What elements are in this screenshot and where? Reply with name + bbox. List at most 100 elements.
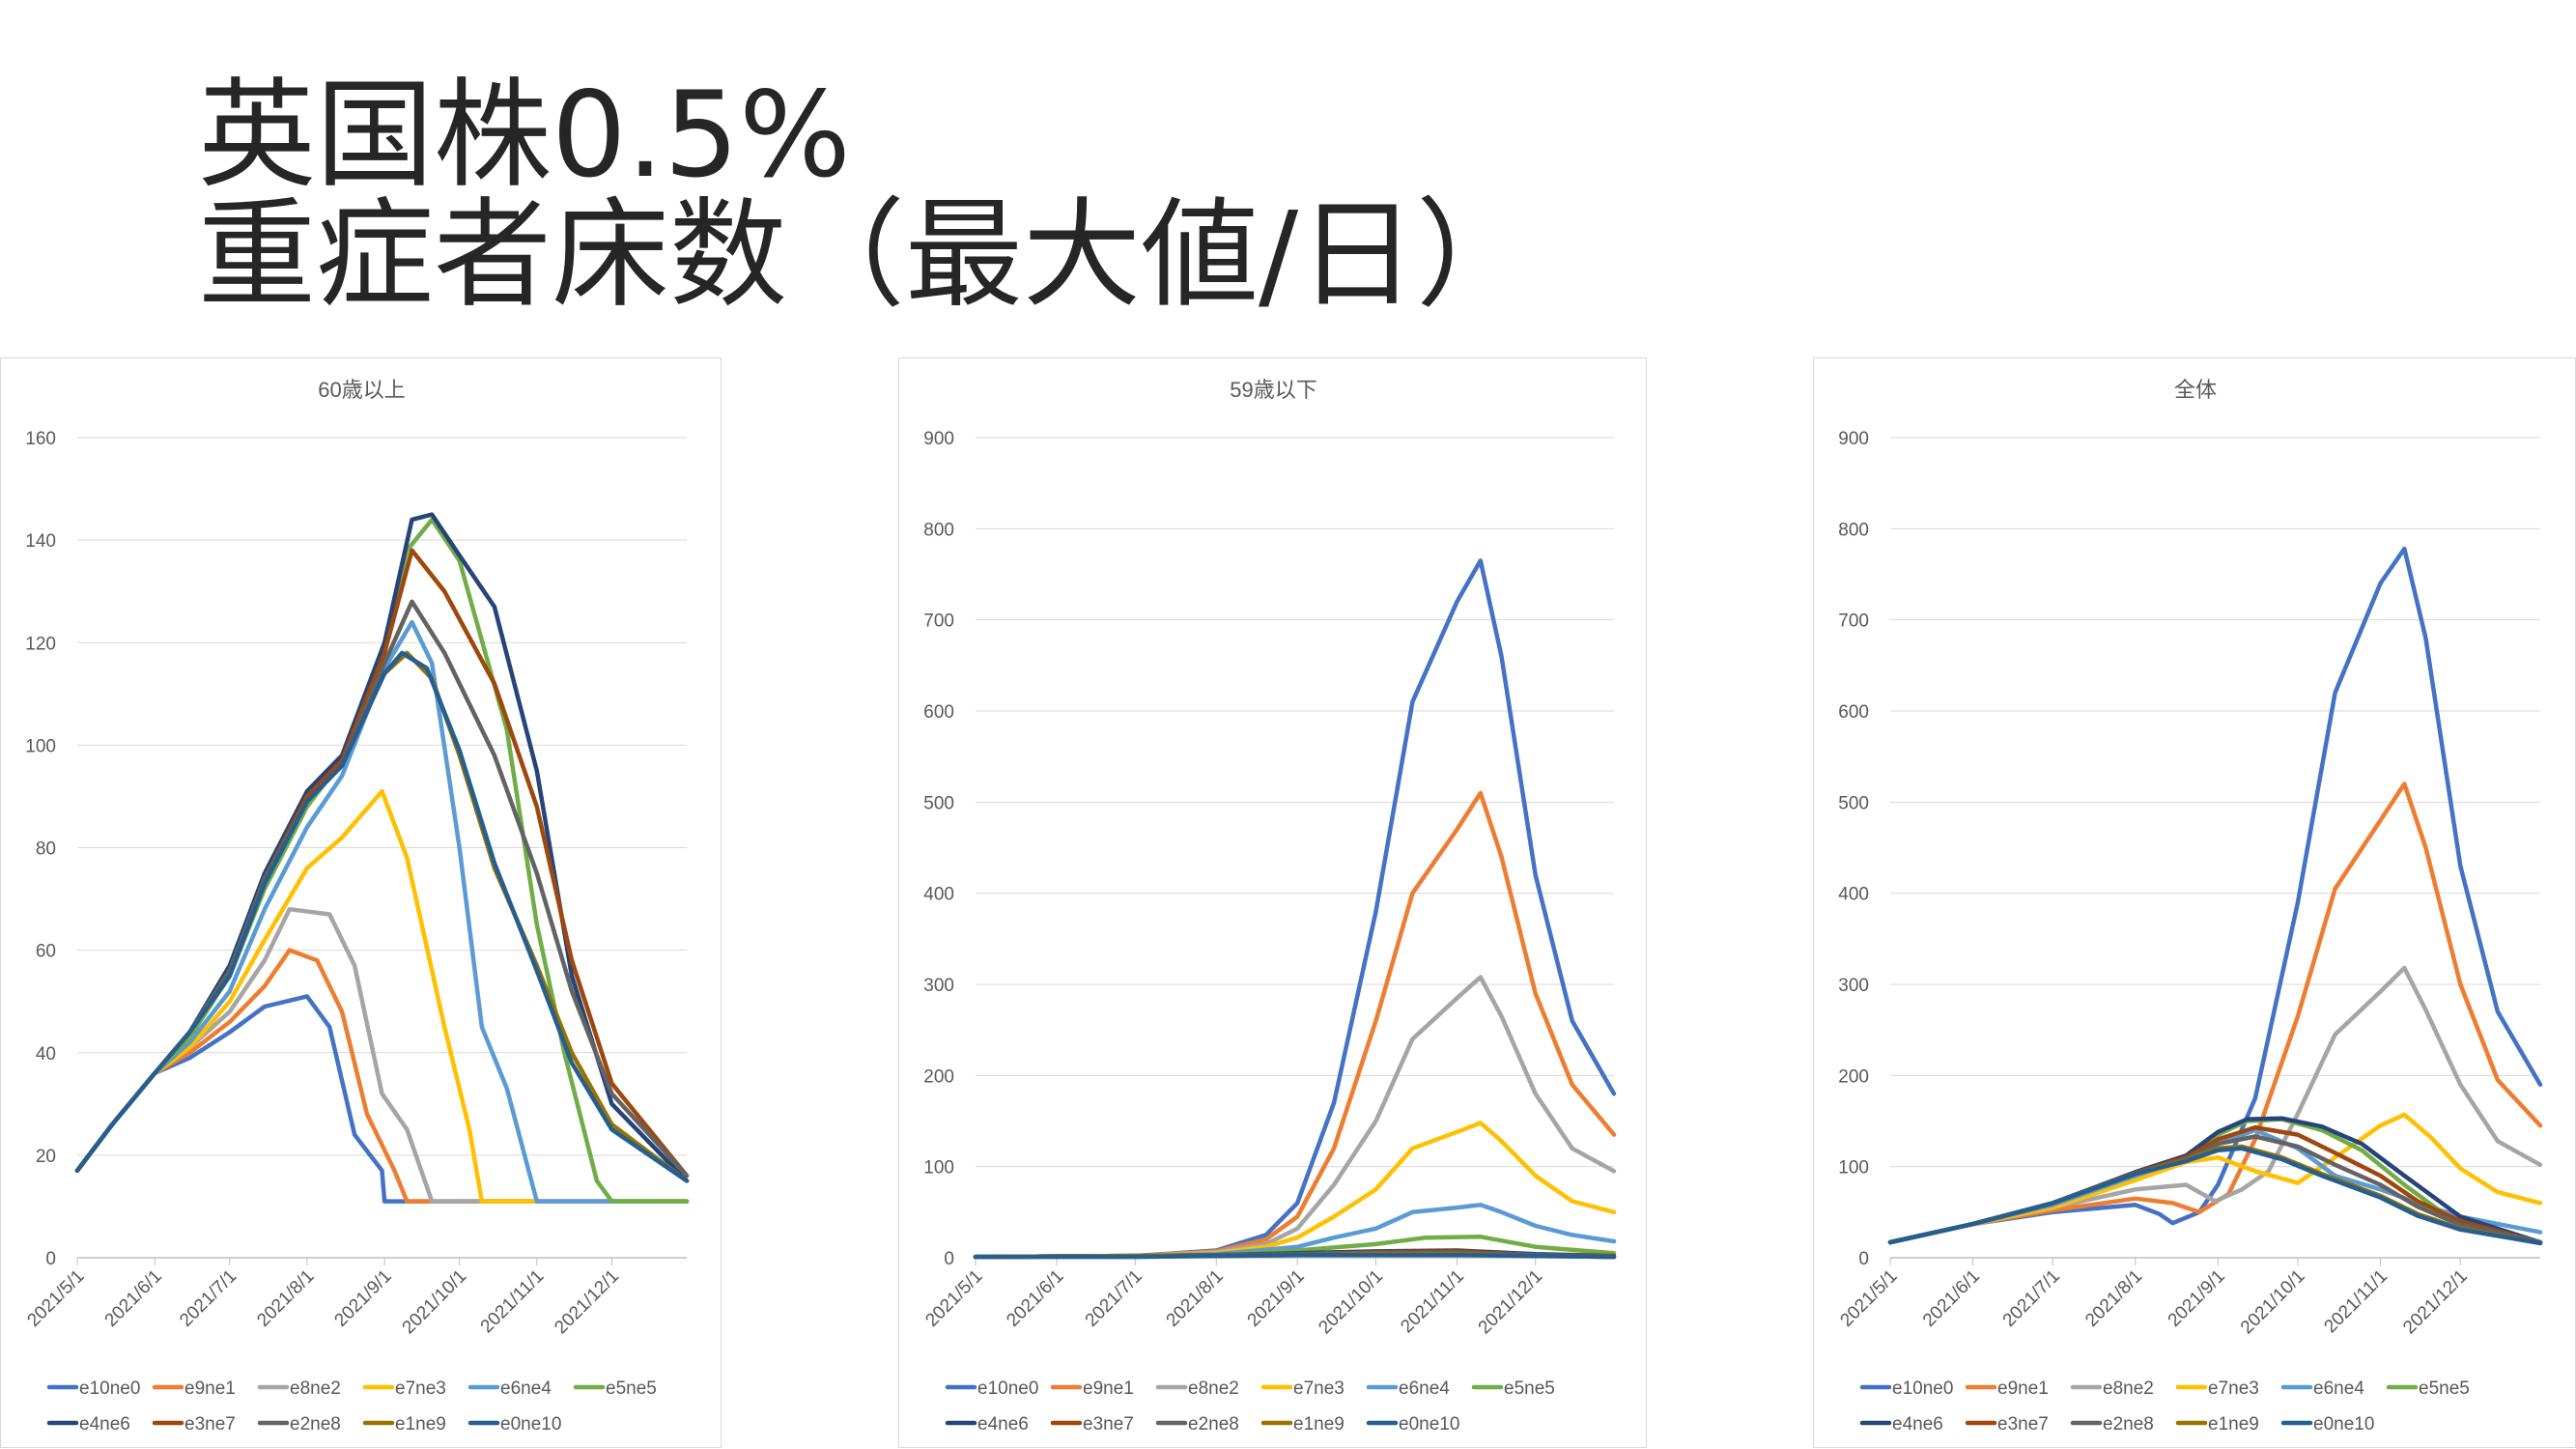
x-tick-label: 2021/8/1 [1163, 1266, 1228, 1331]
y-tick-label: 80 [36, 839, 56, 860]
y-tick-label: 200 [1838, 1066, 1869, 1087]
series-line-e10ne0 [973, 558, 1617, 1260]
y-tick-label: 500 [923, 793, 954, 813]
x-tick-label: 2021/10/1 [2237, 1266, 2309, 1339]
x-tick-label: 2021/10/1 [399, 1266, 471, 1339]
legend-label-e3ne7: e3ne7 [184, 1414, 236, 1435]
y-tick-label: 20 [36, 1147, 56, 1167]
series-line-e9ne1 [1887, 781, 2543, 1245]
chart-total: 全体 0 100 200 300 400 500 600 700 800 900 2021/5/1 20… [1836, 378, 2543, 1435]
x-tick-label: 2021/12/1 [2399, 1266, 2472, 1339]
y-tick-label: 700 [923, 611, 954, 632]
y-tick-label: 300 [923, 976, 954, 996]
chart-title: 全体 [2174, 378, 2217, 402]
legend-label-e8ne2: e8ne2 [2103, 1378, 2154, 1399]
legend-label-e3ne7: e3ne7 [1083, 1414, 1134, 1435]
slide-title: 英国株0.5% 重症者床数（最大値/日） [198, 75, 1534, 315]
y-tick-label: 100 [1838, 1158, 1869, 1179]
legend-label-e9ne1: e9ne1 [1083, 1378, 1134, 1399]
legend-label-e10ne0: e10ne0 [1892, 1378, 1953, 1399]
x-tick-label: 2021/9/1 [1244, 1266, 1309, 1331]
y-tick-label: 600 [1838, 702, 1869, 723]
y-tick-label: 400 [923, 885, 954, 905]
y-tick-label: 500 [1838, 793, 1869, 813]
y-tick-label: 900 [1838, 429, 1869, 449]
legend-label-e5ne5: e5ne5 [1504, 1378, 1555, 1399]
y-tick-label: 0 [944, 1249, 954, 1269]
y-tick-label: 160 [25, 429, 56, 449]
x-tick-label: 2021/11/1 [2320, 1266, 2392, 1338]
chart-under59: 59歳以下 0 100 200 300 400 500 600 700 800 900 2021/5/… [921, 378, 1617, 1435]
chart-panel-total: 全体 0 100 200 300 400 500 600 700 800 900 2021/5/1 20… [1813, 357, 2576, 1448]
x-tick-label: 2021/5/1 [921, 1266, 986, 1331]
legend-label-e7ne3: e7ne3 [1293, 1378, 1345, 1399]
legend-label-e6ne4: e6ne4 [2313, 1378, 2364, 1399]
series-line-e7ne3 [74, 788, 690, 1204]
chart-panel-over60: 60歳以上 0 20 40 60 80 100 120 140 160 2021/5/1 2021/6… [0, 357, 722, 1448]
y-tick-label: 800 [1838, 520, 1869, 540]
series-line-e7ne3 [1887, 1112, 2543, 1245]
series-line-e10ne0 [1887, 546, 2543, 1245]
x-tick-label: 2021/8/1 [253, 1266, 318, 1331]
y-tick-label: 100 [25, 736, 56, 756]
y-tick-label: 40 [36, 1044, 56, 1065]
legend-label-e2ne8: e2ne8 [1188, 1414, 1239, 1435]
y-tick-label: 300 [1838, 976, 1869, 996]
legend-label-e0ne10: e0ne10 [1399, 1414, 1459, 1435]
series-line-e9ne1 [74, 948, 690, 1204]
y-tick-label: 200 [923, 1066, 954, 1087]
series-line-e1ne9 [1887, 1144, 2543, 1246]
legend-label-e0ne10: e0ne10 [2313, 1414, 2374, 1435]
y-tick-label: 0 [1858, 1249, 1869, 1269]
y-tick-label: 900 [923, 429, 954, 449]
series-line-e0ne10 [74, 650, 690, 1183]
slide-title-line2: 重症者床数（最大値/日） [198, 186, 1535, 324]
x-tick-label: 2021/11/1 [1397, 1266, 1468, 1338]
legend-label-e7ne3: e7ne3 [2208, 1378, 2259, 1399]
legend-label-e2ne8: e2ne8 [290, 1414, 341, 1435]
x-tick-label: 2021/6/1 [1003, 1266, 1067, 1331]
legend-label-e1ne9: e1ne9 [2208, 1414, 2259, 1435]
x-tick-label: 2021/12/1 [1475, 1266, 1547, 1339]
legend-label-e9ne1: e9ne1 [1997, 1378, 2049, 1399]
legend-label-e5ne5: e5ne5 [606, 1378, 657, 1399]
x-tick-label: 2021/6/1 [1919, 1266, 1984, 1331]
legend-label-e6ne4: e6ne4 [1399, 1378, 1450, 1399]
legend-label-e10ne0: e10ne0 [79, 1378, 140, 1399]
series-line-e9ne1 [973, 790, 1617, 1260]
chart-over60: 60歳以上 0 20 40 60 80 100 120 140 160 2021/5/1 2021/6… [23, 378, 690, 1435]
slide-title-line1: 英国株0.5% [198, 67, 851, 204]
x-tick-label: 2021/5/1 [23, 1266, 88, 1331]
y-tick-label: 140 [25, 531, 56, 552]
x-tick-label: 2021/10/1 [1315, 1266, 1387, 1339]
legend-label-e3ne7: e3ne7 [1997, 1414, 2049, 1435]
legend-label-e10ne0: e10ne0 [977, 1378, 1038, 1399]
series-line-e0ne10 [973, 1252, 1617, 1260]
y-tick-label: 60 [36, 942, 56, 962]
legend-label-e2ne8: e2ne8 [2103, 1414, 2154, 1435]
legend-label-e6ne4: e6ne4 [500, 1378, 552, 1399]
y-tick-label: 0 [45, 1249, 56, 1269]
legend-label-e8ne2: e8ne2 [1188, 1378, 1239, 1399]
x-tick-label: 2021/5/1 [1836, 1266, 1901, 1331]
x-tick-label: 2021/9/1 [330, 1266, 395, 1331]
chart-title: 60歳以上 [318, 378, 405, 402]
y-tick-label: 400 [1838, 885, 1869, 905]
legend-label-e1ne9: e1ne9 [395, 1414, 446, 1435]
legend-label-e7ne3: e7ne3 [395, 1378, 446, 1399]
x-tick-label: 2021/7/1 [1999, 1266, 2064, 1331]
legend-label-e1ne9: e1ne9 [1293, 1414, 1345, 1435]
legend-label-e0ne10: e0ne10 [500, 1414, 561, 1435]
y-tick-label: 600 [923, 702, 954, 723]
legend-label-e8ne2: e8ne2 [290, 1378, 341, 1399]
chart-panel-under59: 59歳以下 0 100 200 300 400 500 600 700 800 900 2021/5/… [898, 357, 1647, 1448]
legend-label-e4ne6: e4ne6 [977, 1414, 1029, 1435]
series-line-e0ne10 [1887, 1146, 2543, 1246]
x-tick-label: 2021/6/1 [101, 1266, 166, 1331]
x-tick-label: 2021/9/1 [2165, 1266, 2229, 1331]
y-tick-label: 100 [923, 1158, 954, 1179]
x-tick-label: 2021/11/1 [477, 1266, 549, 1338]
x-tick-label: 2021/8/1 [2081, 1266, 2146, 1331]
x-tick-label: 2021/12/1 [551, 1266, 623, 1339]
series-line-e7ne3 [973, 1121, 1617, 1260]
